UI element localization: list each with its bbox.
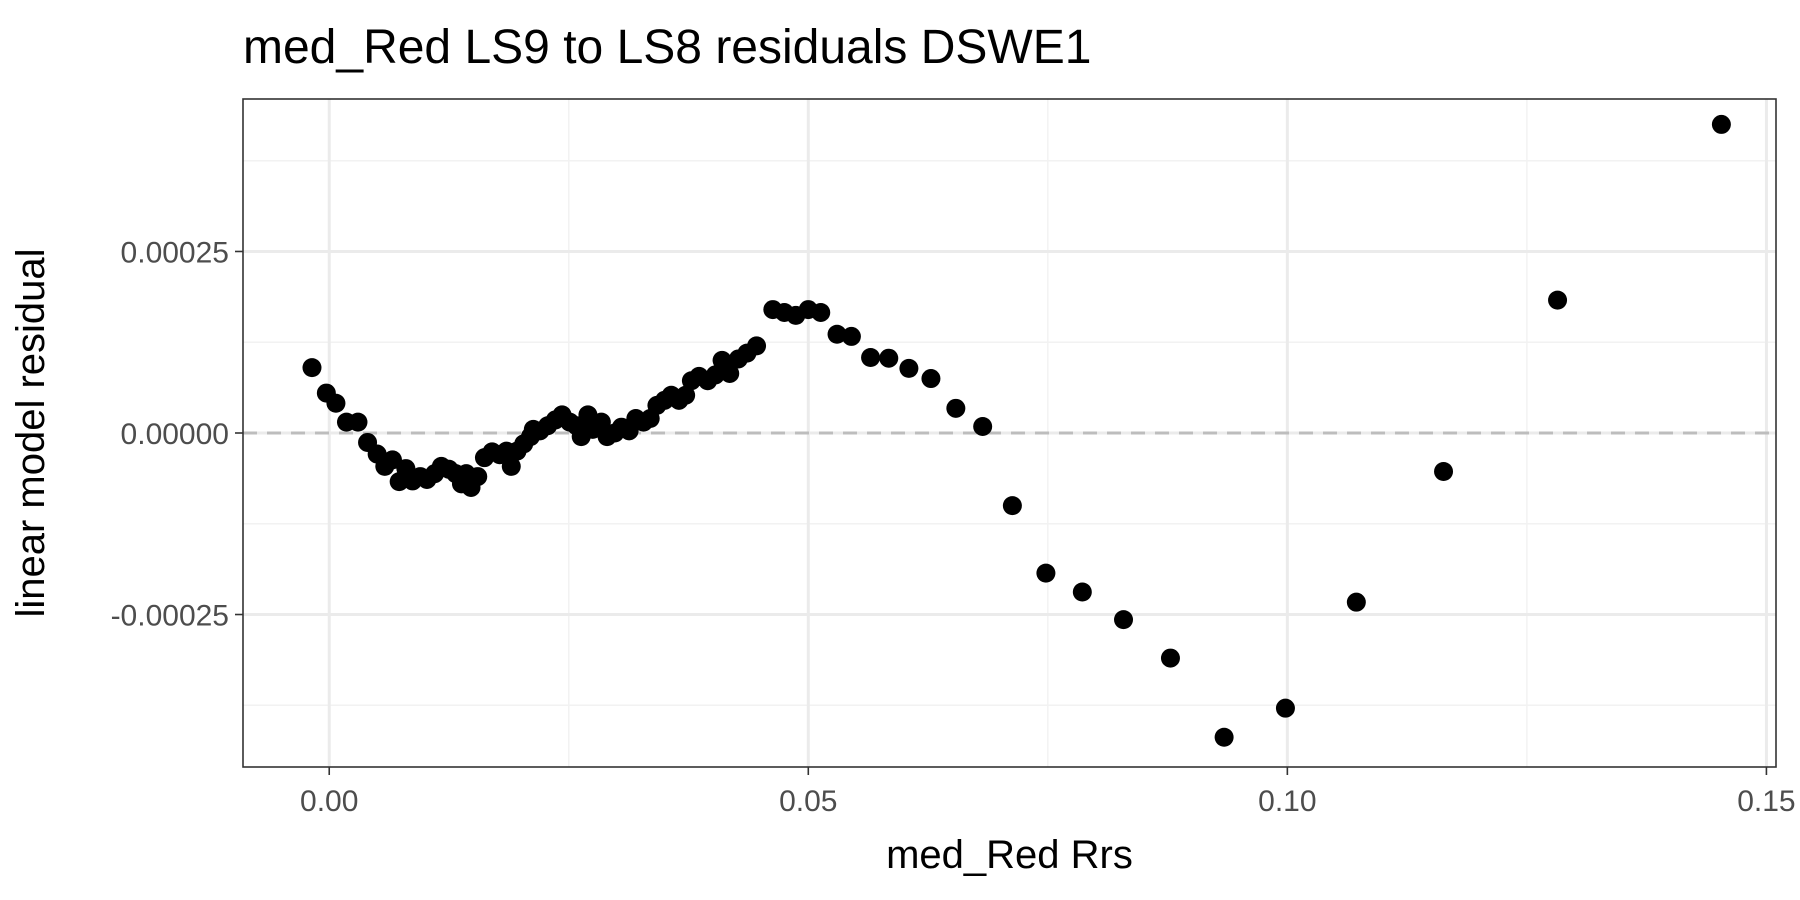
data-point (1711, 114, 1731, 134)
data-point (1002, 496, 1022, 516)
data-point (720, 363, 740, 383)
data-point (676, 385, 696, 405)
data-point (1036, 563, 1056, 583)
y-axis-title: linear model residual (9, 248, 53, 617)
data-point (382, 450, 402, 470)
data-point (705, 365, 725, 385)
data-point (811, 302, 831, 322)
data-point (899, 358, 919, 378)
chart-title: med_Red LS9 to LS8 residuals DSWE1 (243, 21, 1091, 74)
data-point (841, 326, 861, 346)
x-tick-label: 0.05 (779, 785, 837, 818)
data-point (879, 348, 899, 368)
x-tick-label: 0.10 (1258, 785, 1316, 818)
data-point (468, 467, 488, 487)
data-point (501, 456, 521, 476)
data-point (591, 412, 611, 432)
x-axis: 0.00 0.05 0.10 0.15 (300, 767, 1796, 818)
data-point (921, 369, 941, 389)
y-tick-label: 0.00025 (121, 236, 229, 269)
data-point (1434, 461, 1454, 481)
data-point (1160, 648, 1180, 668)
data-point (1548, 290, 1568, 310)
x-tick-label: 0.00 (300, 785, 358, 818)
y-tick-label: 0.00000 (121, 418, 229, 451)
x-tick-label: 0.15 (1737, 785, 1795, 818)
data-point (861, 347, 881, 367)
data-point (973, 416, 993, 436)
x-axis-title: med_Red Rrs (886, 833, 1133, 877)
data-point (747, 336, 767, 356)
data-point (1275, 698, 1295, 718)
y-axis: -0.00025 0.00000 0.00025 (111, 236, 243, 633)
data-point (1214, 727, 1234, 747)
data-point (302, 358, 322, 378)
data-point (348, 412, 368, 432)
data-point (1072, 582, 1092, 602)
data-point (326, 393, 346, 413)
data-point (1114, 610, 1134, 630)
y-tick-label: -0.00025 (111, 600, 229, 633)
data-point (1346, 592, 1366, 612)
data-point (946, 398, 966, 418)
data-point (827, 324, 847, 344)
plot-panel (242, 98, 1777, 768)
data-points (302, 114, 1731, 747)
